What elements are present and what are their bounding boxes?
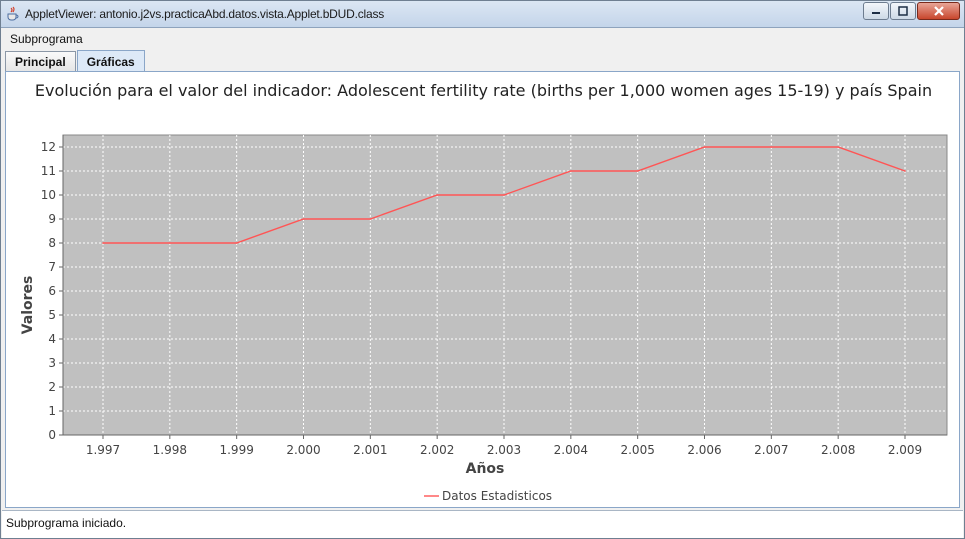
data-point bbox=[302, 218, 305, 220]
chart-panel: Evolución para el valor del indicador: A… bbox=[5, 71, 960, 508]
x-tick-label: 2.009 bbox=[888, 443, 922, 457]
data-point bbox=[636, 170, 639, 172]
plot-area bbox=[62, 134, 948, 436]
data-point bbox=[703, 146, 706, 148]
x-tick-label: 2.001 bbox=[353, 443, 387, 457]
x-tick-label: 2.008 bbox=[821, 443, 855, 457]
x-tick-label: 2.007 bbox=[754, 443, 788, 457]
y-tick-label: 2 bbox=[48, 380, 56, 394]
legend-label: Datos Estadisticos bbox=[442, 489, 552, 503]
data-point bbox=[570, 170, 572, 172]
x-tick-label: 1.997 bbox=[86, 443, 120, 457]
y-tick-label: 10 bbox=[41, 188, 56, 202]
x-tick-label: 2.005 bbox=[620, 443, 654, 457]
menu-subprograma[interactable]: Subprograma bbox=[10, 32, 83, 46]
title-bar[interactable]: AppletViewer: antonio.j2vs.practicaAbd.d… bbox=[1, 1, 964, 28]
status-text: Subprograma iniciado. bbox=[6, 516, 127, 530]
y-tick-label: 4 bbox=[48, 332, 56, 346]
tab-strip: Principal Gráficas bbox=[5, 50, 146, 72]
status-bar: Subprograma iniciado. bbox=[2, 510, 963, 538]
data-point bbox=[169, 242, 171, 244]
y-axis-label: Valores bbox=[20, 276, 36, 335]
maximize-button[interactable] bbox=[890, 2, 916, 20]
y-tick-label: 0 bbox=[48, 428, 56, 442]
y-tick-label: 7 bbox=[48, 260, 56, 274]
window-controls bbox=[862, 2, 960, 20]
window-title: AppletViewer: antonio.j2vs.practicaAbd.d… bbox=[25, 7, 385, 21]
close-icon bbox=[933, 6, 944, 16]
data-point bbox=[436, 194, 438, 196]
y-tick-label: 11 bbox=[41, 164, 56, 178]
y-tick-label: 1 bbox=[48, 404, 56, 418]
x-tick-label: 2.003 bbox=[487, 443, 521, 457]
y-tick-label: 8 bbox=[48, 236, 56, 250]
x-tick-label: 2.002 bbox=[420, 443, 454, 457]
data-point bbox=[235, 242, 238, 244]
data-point bbox=[369, 218, 372, 220]
minimize-button[interactable] bbox=[863, 2, 889, 20]
x-axis-label: Años bbox=[466, 461, 505, 477]
maximize-icon bbox=[898, 6, 908, 16]
x-tick-label: 1.998 bbox=[153, 443, 187, 457]
java-cup-icon bbox=[7, 6, 19, 21]
minimize-icon bbox=[872, 12, 880, 14]
chart-title: Evolución para el valor del indicador: A… bbox=[34, 81, 933, 100]
x-tick-label: 2.000 bbox=[286, 443, 320, 457]
menu-bar: Subprograma bbox=[2, 29, 963, 49]
x-tick-label: 2.006 bbox=[687, 443, 721, 457]
data-point bbox=[904, 170, 906, 172]
tab-graficas[interactable]: Gráficas bbox=[76, 50, 145, 72]
tab-principal[interactable]: Principal bbox=[5, 51, 76, 72]
y-tick-label: 3 bbox=[48, 356, 56, 370]
data-point bbox=[102, 242, 104, 244]
x-tick-label: 2.004 bbox=[554, 443, 588, 457]
y-tick-label: 5 bbox=[48, 308, 56, 322]
y-tick-label: 12 bbox=[41, 140, 56, 154]
x-tick-label: 1.999 bbox=[219, 443, 253, 457]
close-button[interactable] bbox=[917, 2, 960, 20]
data-point bbox=[503, 194, 505, 196]
data-point bbox=[837, 146, 839, 148]
y-tick-label: 6 bbox=[48, 284, 56, 298]
data-point bbox=[770, 146, 773, 148]
y-tick-label: 9 bbox=[48, 212, 56, 226]
